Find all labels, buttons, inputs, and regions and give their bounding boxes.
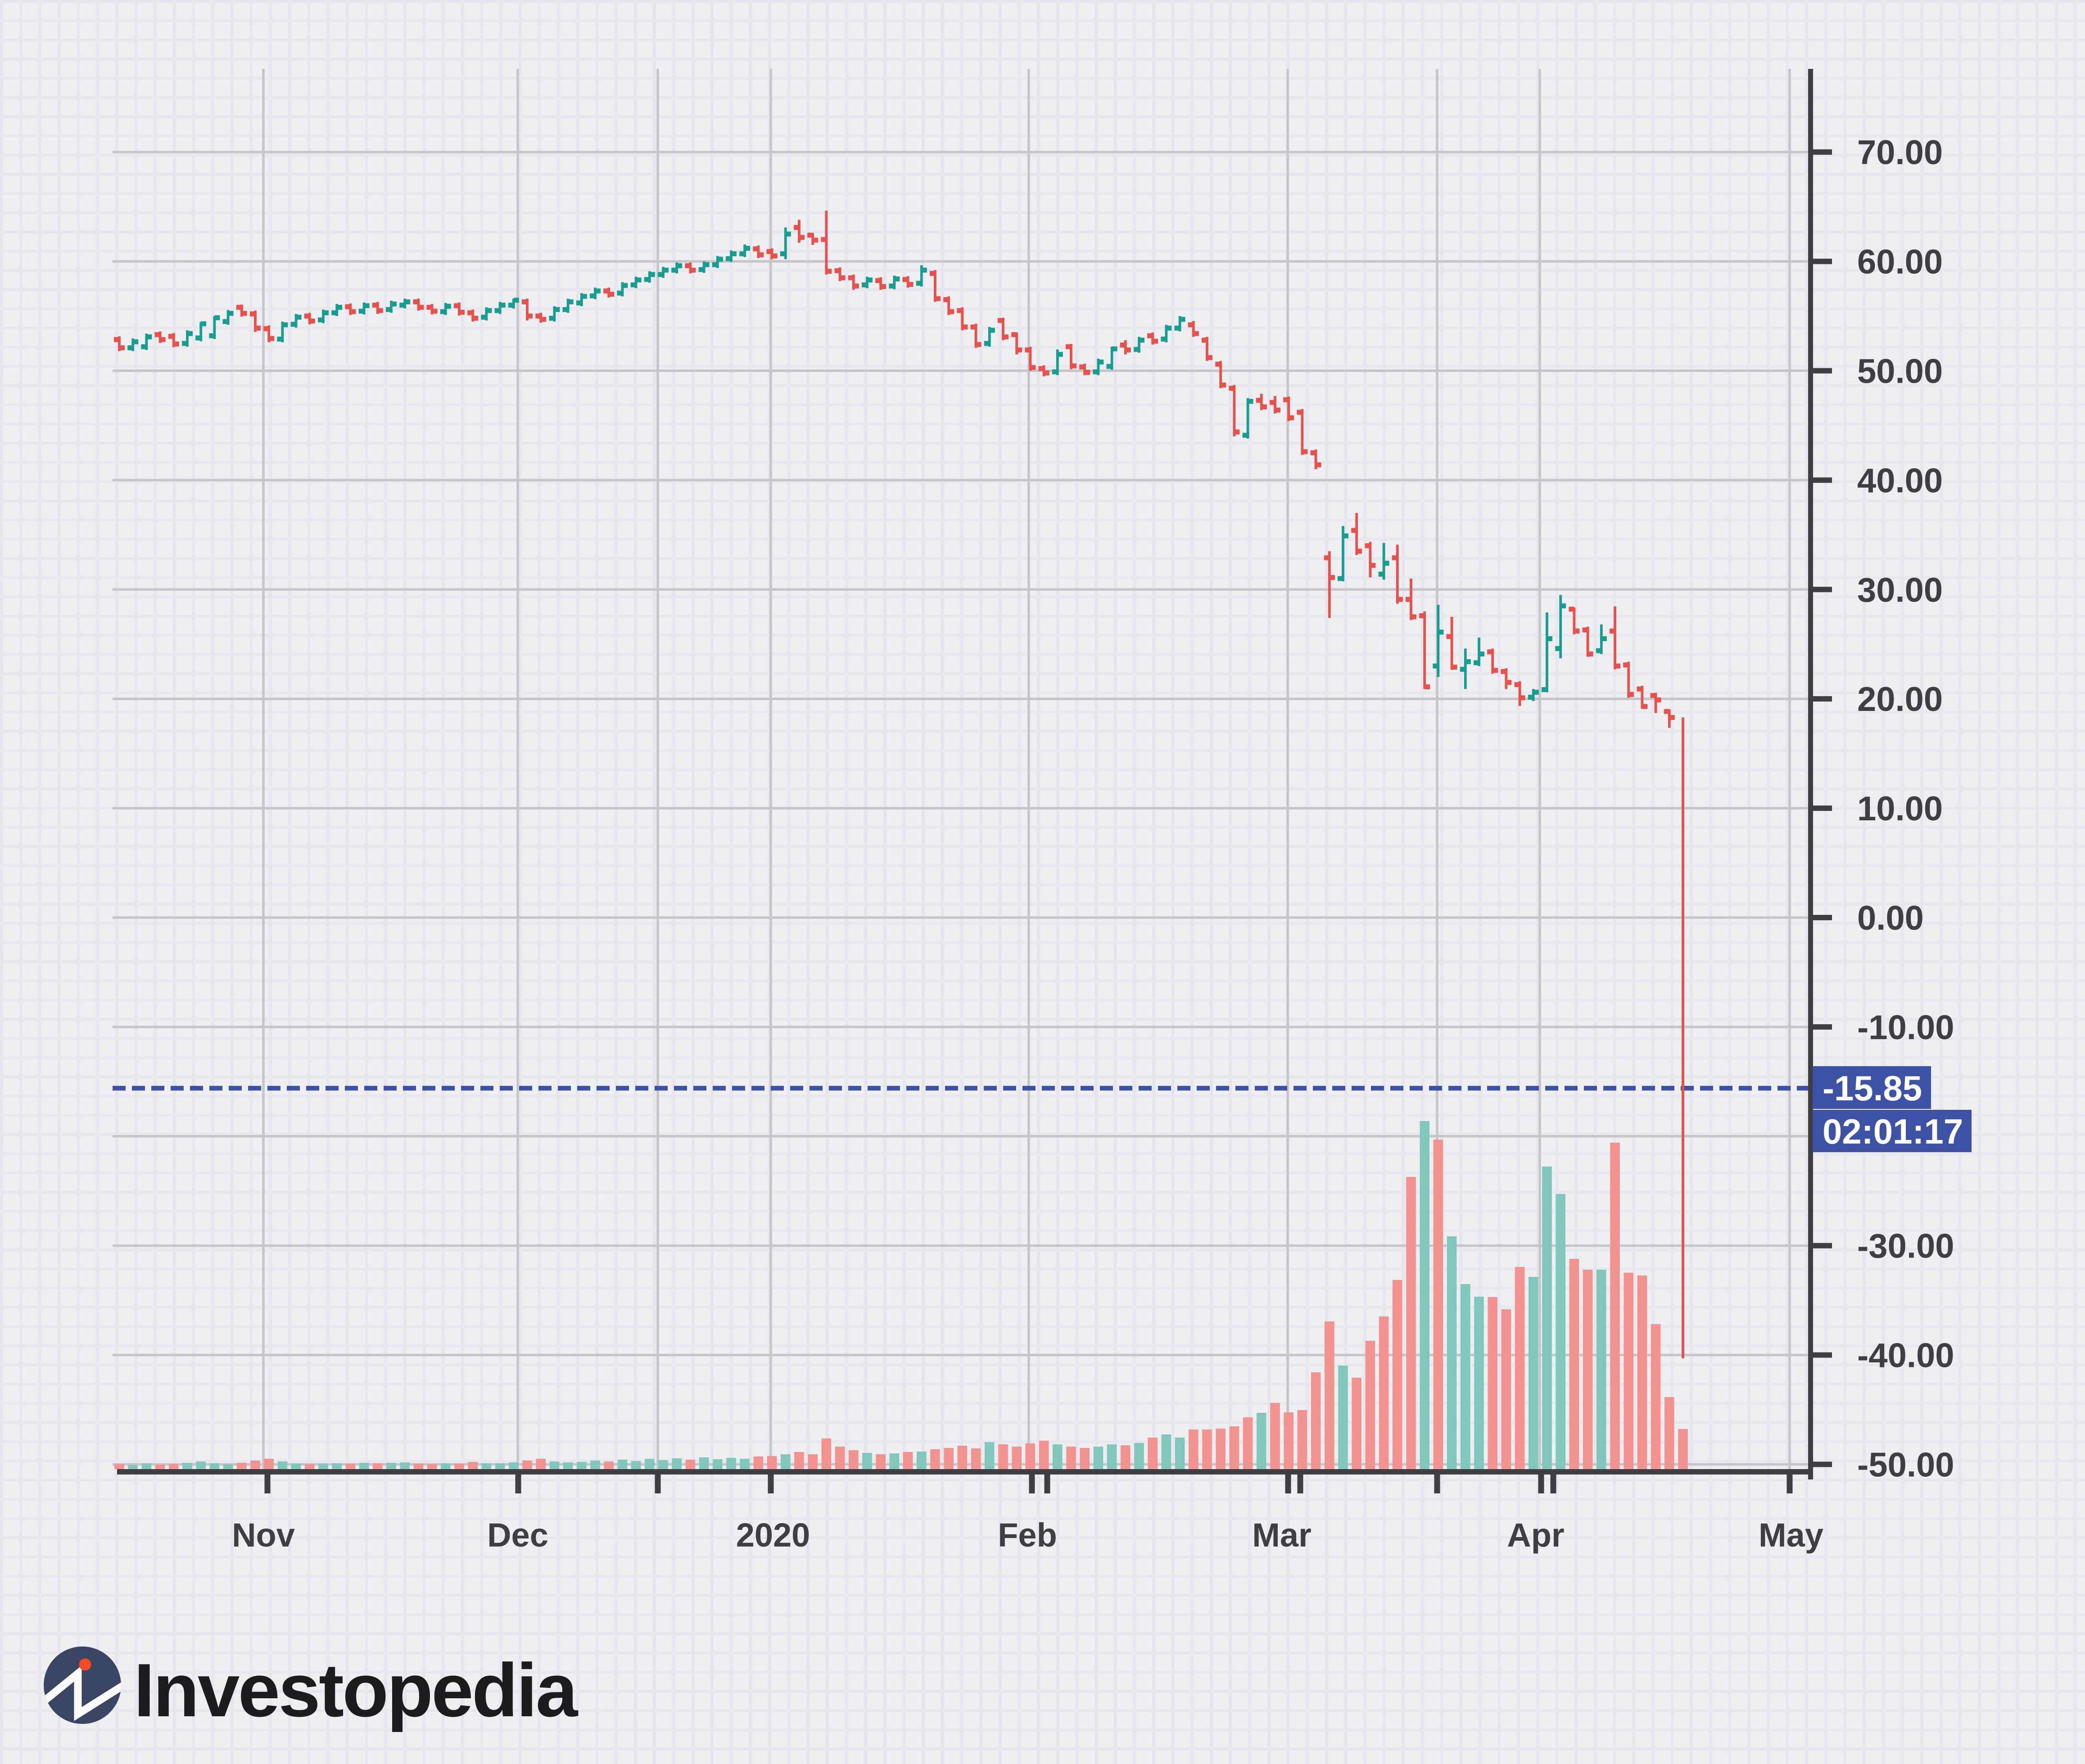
svg-text:02:01:17: 02:01:17 [1823, 1112, 1963, 1151]
svg-text:Nov: Nov [232, 1516, 295, 1554]
svg-text:60.00: 60.00 [1857, 243, 1943, 281]
svg-text:20.00: 20.00 [1857, 680, 1943, 719]
svg-text:30.00: 30.00 [1857, 571, 1943, 609]
svg-text:Feb: Feb [998, 1516, 1057, 1554]
svg-text:May: May [1759, 1516, 1823, 1554]
svg-text:2020: 2020 [736, 1516, 810, 1554]
svg-text:50.00: 50.00 [1857, 353, 1943, 391]
svg-text:40.00: 40.00 [1857, 461, 1943, 500]
svg-text:10.00: 10.00 [1857, 790, 1943, 828]
svg-text:Dec: Dec [487, 1516, 548, 1554]
svg-text:Investopedia: Investopedia [134, 1648, 579, 1732]
svg-text:Mar: Mar [1252, 1516, 1312, 1554]
svg-text:-40.00: -40.00 [1857, 1337, 1954, 1375]
svg-text:0.00: 0.00 [1857, 899, 1924, 937]
svg-text:70.00: 70.00 [1857, 134, 1943, 172]
svg-text:Apr: Apr [1507, 1516, 1564, 1554]
svg-text:-50.00: -50.00 [1857, 1446, 1954, 1484]
svg-text:-30.00: -30.00 [1857, 1227, 1954, 1266]
svg-text:-10.00: -10.00 [1857, 1009, 1954, 1047]
svg-text:-15.85: -15.85 [1823, 1068, 1922, 1108]
